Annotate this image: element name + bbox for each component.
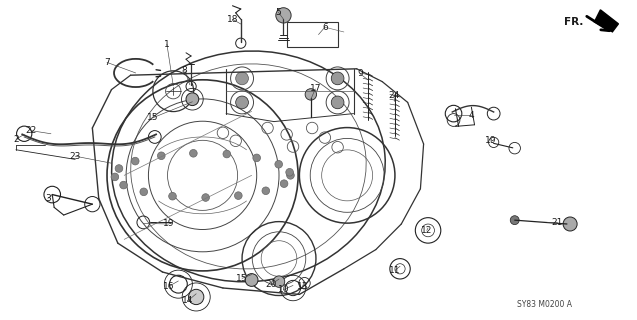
- Text: 22: 22: [25, 126, 36, 135]
- Circle shape: [563, 217, 577, 231]
- Text: 15: 15: [147, 113, 159, 122]
- Circle shape: [157, 152, 165, 160]
- Circle shape: [115, 165, 123, 172]
- Circle shape: [276, 8, 291, 23]
- Circle shape: [169, 192, 176, 200]
- Circle shape: [305, 89, 317, 100]
- Text: 20: 20: [265, 280, 276, 289]
- Circle shape: [236, 72, 248, 85]
- Text: 23: 23: [69, 152, 81, 161]
- Circle shape: [331, 72, 344, 85]
- Text: 5: 5: [275, 8, 282, 17]
- Polygon shape: [594, 10, 619, 32]
- Text: SY83 M0200 A: SY83 M0200 A: [517, 300, 572, 309]
- Text: 11: 11: [389, 266, 401, 275]
- Text: 15: 15: [236, 274, 248, 283]
- Circle shape: [236, 96, 248, 109]
- Text: 2: 2: [13, 135, 18, 144]
- Bar: [287, 22, 338, 47]
- Circle shape: [140, 188, 148, 196]
- Circle shape: [280, 180, 288, 188]
- Text: 7: 7: [104, 58, 110, 67]
- Circle shape: [273, 276, 285, 287]
- Circle shape: [234, 192, 242, 199]
- Text: 8: 8: [182, 66, 188, 75]
- Text: 17: 17: [310, 84, 321, 93]
- Circle shape: [262, 187, 269, 195]
- Text: 19: 19: [163, 220, 175, 228]
- Text: 14: 14: [182, 296, 194, 305]
- Text: FR.: FR.: [564, 17, 583, 27]
- Circle shape: [202, 194, 210, 201]
- Text: 19: 19: [485, 136, 496, 145]
- Circle shape: [190, 149, 197, 157]
- Circle shape: [189, 289, 204, 305]
- Circle shape: [186, 93, 199, 106]
- Circle shape: [510, 216, 519, 225]
- Circle shape: [245, 274, 258, 286]
- Text: 9: 9: [357, 69, 363, 78]
- Text: 6: 6: [322, 23, 328, 32]
- Circle shape: [223, 150, 231, 158]
- Circle shape: [275, 160, 283, 168]
- Circle shape: [287, 172, 294, 179]
- Circle shape: [253, 154, 261, 162]
- Text: 12: 12: [421, 226, 433, 235]
- Text: 13: 13: [297, 282, 308, 291]
- Text: 1: 1: [164, 40, 170, 49]
- Text: 21: 21: [552, 218, 563, 227]
- Circle shape: [131, 157, 139, 165]
- Text: 10: 10: [278, 285, 289, 294]
- Text: 4: 4: [469, 111, 474, 120]
- Text: 3: 3: [45, 194, 51, 203]
- Circle shape: [111, 173, 118, 181]
- Circle shape: [286, 168, 294, 176]
- Circle shape: [331, 96, 344, 109]
- Text: 16: 16: [163, 282, 175, 291]
- Text: 24: 24: [388, 91, 399, 100]
- Text: 18: 18: [227, 15, 238, 24]
- Circle shape: [120, 181, 127, 189]
